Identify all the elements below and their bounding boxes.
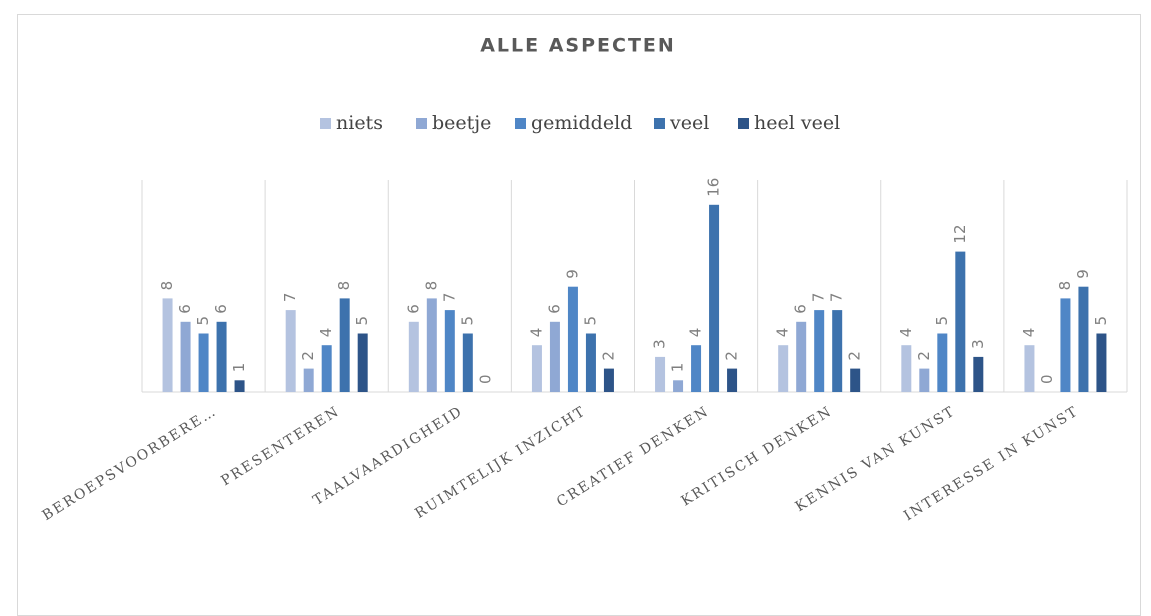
data-label: 5 [353,316,371,326]
bar [462,333,473,392]
legend-swatch [738,118,749,129]
data-label: 6 [792,304,810,314]
data-label: 9 [563,269,581,279]
data-label: 5 [933,316,951,326]
data-label: 7 [281,293,299,303]
data-label: 12 [951,225,969,244]
bar [1096,333,1107,392]
bar [919,368,930,392]
data-label: 4 [897,328,915,338]
bar [180,321,191,392]
data-label: 2 [915,351,933,361]
bar [321,345,332,392]
data-label: 7 [828,293,846,303]
bar [408,321,419,392]
bar [585,333,596,392]
data-label: 5 [581,316,599,326]
data-label: 8 [422,281,440,291]
bar [901,345,912,392]
data-label: 5 [1092,316,1110,326]
bar [973,356,984,392]
data-label: 16 [705,178,723,197]
bar [850,368,861,392]
data-label: 2 [723,351,741,361]
legend-swatch [654,118,665,129]
bar [814,310,825,392]
data-label: 2 [846,351,864,361]
bar [673,380,684,392]
bar [727,368,738,392]
bar [709,204,720,392]
data-label: 8 [1056,281,1074,291]
bar [778,345,789,392]
data-label: 4 [527,328,545,338]
legend-swatch [320,118,331,129]
data-label: 7 [440,293,458,303]
data-label: 4 [1020,328,1038,338]
bar [549,321,560,392]
data-label: 2 [599,351,617,361]
bar [531,345,542,392]
bar [796,321,807,392]
data-label: 0 [476,374,494,384]
bar [216,321,227,392]
legend-swatch [416,118,427,129]
bar [691,345,702,392]
bar [1060,298,1071,392]
data-label: 1 [230,363,248,373]
legend-label: gemiddeld [531,112,632,134]
data-label: 4 [774,328,792,338]
bar [303,368,314,392]
data-label: 8 [335,281,353,291]
data-label: 3 [969,339,987,349]
bar [339,298,350,392]
data-label: 4 [687,328,705,338]
bar [162,298,173,392]
data-label: 6 [176,304,194,314]
data-label: 9 [1074,269,1092,279]
data-label: 6 [212,304,230,314]
data-label: 5 [194,316,212,326]
bar [832,310,843,392]
data-label: 5 [458,316,476,326]
data-label: 0 [1038,374,1056,384]
bar [1024,345,1035,392]
bar [567,286,578,392]
chart-title: ALLE ASPECTEN [480,35,676,57]
legend-label: veel [669,112,709,134]
data-label: 8 [158,281,176,291]
bar [955,251,966,392]
bar [234,380,245,392]
data-label: 7 [810,293,828,303]
data-label: 4 [317,328,335,338]
bar [198,333,209,392]
bar [655,356,666,392]
data-label: 1 [669,363,687,373]
data-label: 3 [651,339,669,349]
bar [603,368,614,392]
bar [357,333,368,392]
bar [1078,286,1089,392]
legend-swatch [515,118,526,129]
bar [444,310,455,392]
bar [426,298,437,392]
data-label: 6 [545,304,563,314]
data-label: 6 [404,304,422,314]
legend-label: beetje [432,112,491,134]
chart-frame [17,14,1141,616]
bar [285,310,296,392]
data-label: 2 [299,351,317,361]
legend-label: heel veel [754,112,840,134]
legend-label: niets [336,112,383,134]
bar [937,333,948,392]
